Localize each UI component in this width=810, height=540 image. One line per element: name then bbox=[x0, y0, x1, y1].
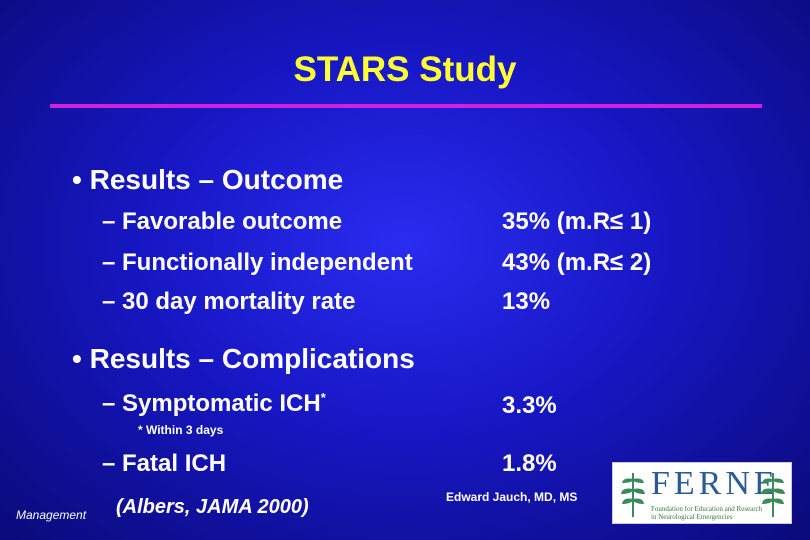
logo-tagline-line: Foundation for Education and Research bbox=[651, 505, 763, 513]
complications-bullet: • Results – Complications bbox=[72, 343, 415, 375]
logo-tagline-line: in Neurological Emergencies bbox=[651, 513, 733, 521]
leaf-icon bbox=[621, 473, 645, 517]
outcome-item-value: 35% (m.R≤ 1) bbox=[502, 208, 652, 235]
title-divider bbox=[50, 104, 762, 108]
slide-title: STARS Study bbox=[293, 50, 517, 89]
outcome-bullet-label: Results – Outcome bbox=[89, 164, 344, 195]
complication-item-value: 3.3% bbox=[502, 392, 557, 419]
logo-wordmark: FERNE bbox=[651, 465, 779, 502]
outcome-item-value: 13% bbox=[502, 288, 551, 315]
bullet-dot: • bbox=[72, 343, 90, 374]
complication-item-label: – Symptomatic ICH* bbox=[102, 390, 326, 418]
footnote-marker: * bbox=[320, 390, 326, 405]
complication-item-label: – Fatal ICH bbox=[102, 450, 227, 477]
citation: (Albers, JAMA 2000) bbox=[116, 496, 309, 518]
outcome-bullet: • Results – Outcome bbox=[72, 164, 343, 196]
footnote: * Within 3 days bbox=[138, 423, 224, 437]
management-label: Management bbox=[16, 508, 87, 522]
outcome-item-value: 43% (m.R≤ 2) bbox=[502, 249, 652, 276]
complication-item-value: 1.8% bbox=[502, 450, 557, 477]
bullet-dot: • bbox=[72, 164, 90, 195]
outcome-item-label: – Favorable outcome bbox=[102, 208, 343, 235]
logo-tagline: Foundation for Education and Research in… bbox=[651, 505, 762, 521]
leaf-icon bbox=[761, 473, 785, 517]
complications-bullet-label: Results – Complications bbox=[89, 343, 415, 374]
outcome-item-label: – Functionally independent bbox=[102, 249, 413, 276]
outcome-item-label: – 30 day mortality rate bbox=[102, 288, 356, 315]
complication-label-text: – Symptomatic ICH bbox=[102, 390, 321, 417]
author-credit: Edward Jauch, MD, MS bbox=[446, 490, 578, 504]
ferne-logo: FERNE Foundation for Education and Resea… bbox=[612, 462, 792, 524]
